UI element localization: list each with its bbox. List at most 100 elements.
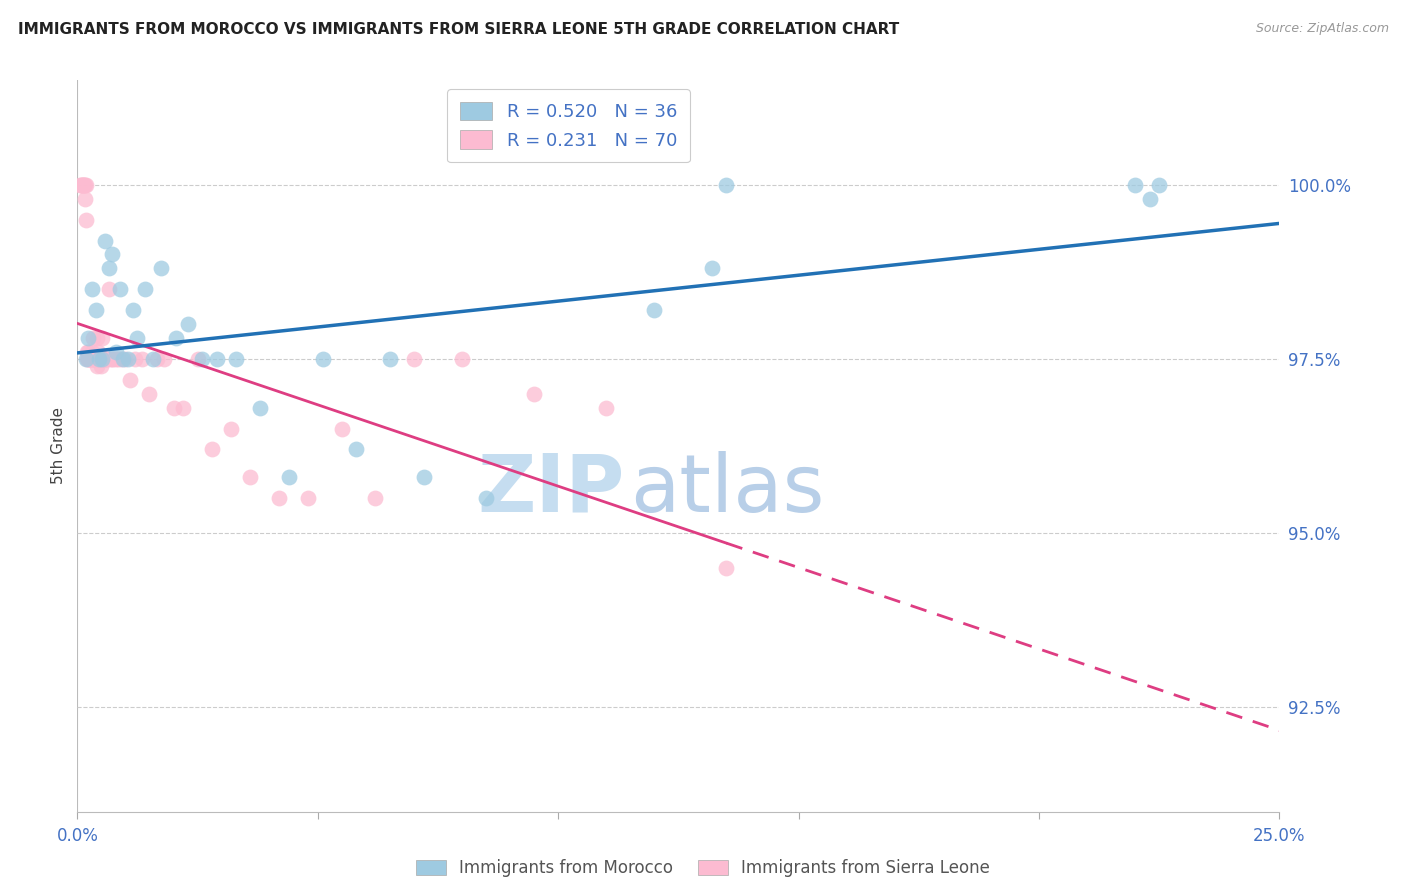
Point xyxy=(1139,192,1161,206)
Point xyxy=(131,351,153,366)
Point xyxy=(73,178,96,192)
Point xyxy=(124,351,146,366)
Point xyxy=(87,351,110,366)
Point xyxy=(344,442,367,457)
Text: Source: ZipAtlas.com: Source: ZipAtlas.com xyxy=(1256,22,1389,36)
Point xyxy=(364,491,387,506)
Point xyxy=(121,303,143,318)
Point xyxy=(187,351,209,366)
Point xyxy=(93,351,115,366)
Point xyxy=(72,178,94,192)
Point xyxy=(82,351,104,366)
Point xyxy=(297,491,319,506)
Point xyxy=(86,345,108,359)
Point xyxy=(80,351,103,366)
Point xyxy=(716,561,738,575)
Point xyxy=(91,351,114,366)
Point xyxy=(86,359,108,373)
Point xyxy=(127,331,149,345)
Point xyxy=(165,331,187,345)
Point xyxy=(108,282,131,296)
Point xyxy=(643,303,665,318)
Point xyxy=(120,373,142,387)
Point xyxy=(249,401,271,415)
Point xyxy=(451,351,474,366)
Point xyxy=(94,351,117,366)
Point xyxy=(80,345,103,359)
Point xyxy=(75,178,97,192)
Point xyxy=(153,351,176,366)
Point xyxy=(98,351,121,366)
Point xyxy=(191,351,214,366)
Point xyxy=(412,470,434,484)
Point xyxy=(87,351,110,366)
Point xyxy=(80,351,103,366)
Point xyxy=(90,351,112,366)
Point xyxy=(101,247,124,261)
Point xyxy=(134,282,156,296)
Point xyxy=(84,351,107,366)
Point xyxy=(311,351,333,366)
Point xyxy=(75,351,97,366)
Point xyxy=(225,351,247,366)
Text: IMMIGRANTS FROM MOROCCO VS IMMIGRANTS FROM SIERRA LEONE 5TH GRADE CORRELATION CH: IMMIGRANTS FROM MOROCCO VS IMMIGRANTS FR… xyxy=(18,22,900,37)
Point xyxy=(73,192,96,206)
Point xyxy=(76,345,98,359)
Point xyxy=(523,386,546,401)
Point xyxy=(93,351,115,366)
Point xyxy=(402,351,425,366)
Point xyxy=(330,421,353,435)
Point xyxy=(96,351,118,366)
Point xyxy=(89,351,111,366)
Point xyxy=(145,351,167,366)
Point xyxy=(77,351,100,366)
Point xyxy=(70,178,93,192)
Point xyxy=(142,351,165,366)
Point xyxy=(110,351,132,366)
Point xyxy=(72,178,94,192)
Point xyxy=(716,178,738,192)
Point xyxy=(97,261,120,276)
Point xyxy=(101,351,124,366)
Point xyxy=(103,351,125,366)
Point xyxy=(77,345,100,359)
Point xyxy=(69,178,91,192)
Point xyxy=(87,351,110,366)
Point xyxy=(162,401,184,415)
Point xyxy=(96,351,118,366)
Point xyxy=(138,386,160,401)
Point xyxy=(205,351,228,366)
Text: ZIP: ZIP xyxy=(477,450,624,529)
Point xyxy=(475,491,498,506)
Y-axis label: 5th Grade: 5th Grade xyxy=(51,408,66,484)
Point xyxy=(378,351,401,366)
Point xyxy=(117,351,139,366)
Point xyxy=(595,401,617,415)
Legend: Immigrants from Morocco, Immigrants from Sierra Leone: Immigrants from Morocco, Immigrants from… xyxy=(409,853,997,884)
Point xyxy=(111,351,134,366)
Point xyxy=(1149,178,1171,192)
Point xyxy=(76,351,98,366)
Point xyxy=(1123,178,1146,192)
Point xyxy=(72,178,94,192)
Point xyxy=(700,261,723,276)
Point xyxy=(114,351,136,366)
Point xyxy=(94,234,117,248)
Point xyxy=(83,351,105,366)
Point xyxy=(90,359,112,373)
Point xyxy=(80,282,103,296)
Point xyxy=(91,331,114,345)
Point xyxy=(219,421,242,435)
Point xyxy=(87,351,110,366)
Point xyxy=(107,351,129,366)
Point xyxy=(104,345,127,359)
Point xyxy=(77,331,100,345)
Point xyxy=(150,261,173,276)
Point xyxy=(104,351,127,366)
Point xyxy=(172,401,194,415)
Point xyxy=(177,317,200,331)
Legend: R = 0.520   N = 36, R = 0.231   N = 70: R = 0.520 N = 36, R = 0.231 N = 70 xyxy=(447,89,689,162)
Point xyxy=(239,470,262,484)
Point xyxy=(69,178,91,192)
Point xyxy=(79,351,101,366)
